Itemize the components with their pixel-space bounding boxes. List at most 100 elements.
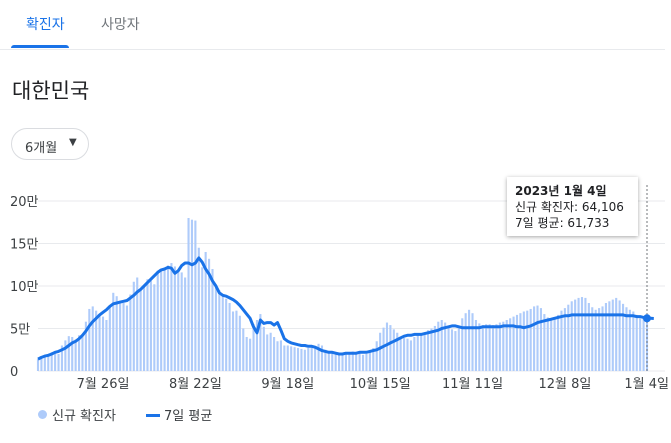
case-bar bbox=[194, 220, 197, 371]
case-bar bbox=[556, 314, 560, 371]
case-bar bbox=[314, 346, 317, 371]
case-bar bbox=[611, 299, 614, 371]
case-bar bbox=[64, 340, 67, 371]
case-bar bbox=[621, 303, 625, 371]
case-bar bbox=[95, 310, 98, 371]
case-bar bbox=[498, 322, 501, 371]
active-tab-indicator bbox=[11, 45, 69, 48]
case-bar bbox=[403, 337, 406, 371]
tab-deaths[interactable]: 사망자 bbox=[101, 17, 140, 33]
case-bar bbox=[252, 324, 255, 371]
range-dropdown[interactable]: 6개월 ▼ bbox=[11, 128, 89, 160]
case-bar bbox=[47, 354, 50, 371]
case-bar bbox=[197, 247, 200, 371]
case-bar bbox=[539, 308, 542, 371]
case-bar bbox=[495, 324, 498, 371]
case-bar bbox=[372, 348, 375, 371]
case-bar bbox=[478, 323, 481, 371]
case-bar bbox=[238, 315, 241, 371]
case-bar bbox=[505, 320, 508, 371]
case-bar bbox=[416, 334, 419, 371]
case-bar bbox=[211, 269, 214, 371]
case-bar bbox=[74, 339, 77, 371]
case-bar bbox=[396, 332, 399, 371]
case-bar bbox=[218, 290, 221, 371]
tab-bar: 확진자 사망자 bbox=[0, 0, 665, 50]
case-bar bbox=[471, 313, 474, 371]
range-label: 6개월 bbox=[25, 141, 58, 156]
case-bar bbox=[214, 286, 217, 371]
case-bar bbox=[550, 320, 553, 371]
tab-cases[interactable]: 확진자 bbox=[26, 17, 65, 33]
case-bar bbox=[108, 307, 111, 371]
case-bar bbox=[447, 326, 450, 371]
case-bar bbox=[105, 320, 108, 371]
tooltip-new-cases: 신규 확진자: 64,106 bbox=[515, 200, 624, 214]
case-bar bbox=[348, 352, 351, 371]
case-bar bbox=[591, 307, 594, 371]
case-bar bbox=[645, 316, 649, 371]
case-bar bbox=[543, 314, 546, 371]
case-bar bbox=[570, 301, 573, 371]
chart-tooltip: 2023년 1월 4일 신규 확진자: 64,106 7일 평균: 61,733 bbox=[507, 177, 638, 236]
case-bar bbox=[235, 310, 238, 371]
case-bar bbox=[580, 297, 584, 371]
case-bar bbox=[91, 306, 94, 371]
case-bar bbox=[173, 266, 176, 371]
case-bar bbox=[628, 309, 631, 371]
case-bar bbox=[180, 272, 183, 371]
case-bar bbox=[266, 334, 269, 371]
case-bar bbox=[584, 297, 587, 371]
case-bar bbox=[546, 317, 549, 371]
y-tick-label: 0 bbox=[10, 365, 18, 380]
case-bar bbox=[43, 354, 46, 371]
case-bar bbox=[293, 347, 296, 371]
case-bar bbox=[423, 332, 426, 371]
case-bar bbox=[491, 325, 495, 371]
legend-bars-label: 신규 확진자 bbox=[52, 409, 116, 424]
case-bar bbox=[635, 314, 638, 371]
case-bar bbox=[430, 328, 433, 371]
case-bar bbox=[358, 353, 361, 371]
case-bar bbox=[560, 310, 563, 371]
case-bar bbox=[296, 348, 300, 371]
case-bar bbox=[604, 303, 607, 371]
case-bar bbox=[375, 341, 378, 371]
case-bar bbox=[512, 316, 515, 371]
case-bar bbox=[231, 311, 235, 371]
case-bar bbox=[379, 332, 382, 371]
case-bar bbox=[515, 314, 519, 371]
case-bar bbox=[303, 349, 306, 371]
case-bar bbox=[481, 325, 484, 371]
case-bar bbox=[426, 330, 430, 371]
case-bar bbox=[331, 352, 334, 371]
case-bar bbox=[608, 301, 611, 371]
case-bar bbox=[273, 337, 276, 371]
case-bar bbox=[485, 324, 488, 371]
case-bar bbox=[594, 309, 597, 371]
case-bar bbox=[519, 313, 522, 371]
case-bar bbox=[468, 309, 471, 371]
case-bar bbox=[420, 334, 423, 371]
case-bar bbox=[129, 294, 132, 371]
case-bar bbox=[344, 353, 347, 371]
case-bar bbox=[50, 352, 53, 371]
case-bar bbox=[225, 298, 228, 371]
case-bar bbox=[385, 322, 389, 371]
case-bar bbox=[139, 289, 142, 371]
case-bar bbox=[201, 267, 204, 371]
y-tick-label: 15만 bbox=[10, 238, 39, 253]
case-bar bbox=[454, 331, 457, 371]
case-bar bbox=[509, 318, 512, 371]
case-bar bbox=[598, 308, 601, 371]
case-bar bbox=[101, 316, 105, 371]
case-bar bbox=[146, 279, 149, 371]
x-tick-label: 10월 15일 bbox=[350, 377, 411, 392]
case-bar bbox=[119, 301, 122, 371]
tooltip-date: 2023년 1월 4일 bbox=[515, 184, 607, 198]
case-bar bbox=[382, 327, 385, 371]
case-bar bbox=[132, 281, 135, 371]
case-bar bbox=[163, 269, 166, 371]
cases-chart[interactable]: 0 5만 10만 15만 20만 7월 26일 8월 22일 9월 18일 10월 15일 11… bbox=[0, 175, 671, 405]
line-legend-icon bbox=[146, 414, 160, 417]
